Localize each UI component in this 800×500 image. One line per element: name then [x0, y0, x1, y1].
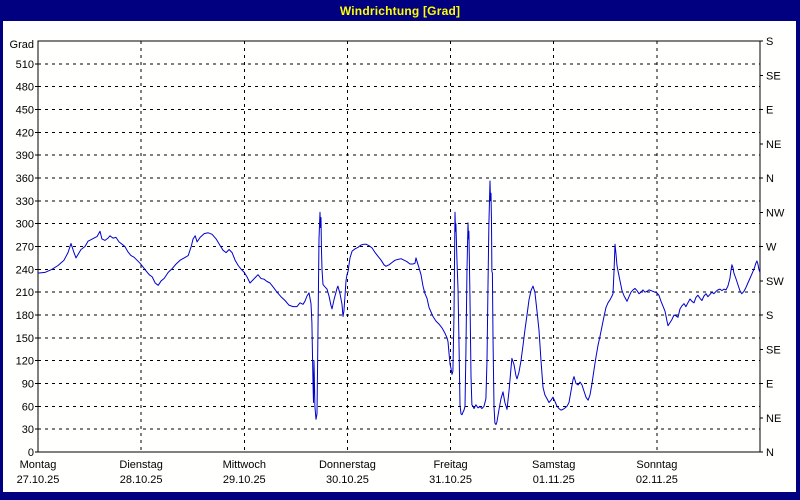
x-day-label: Freitag [433, 459, 467, 471]
y-left-tick-label: 150 [16, 333, 34, 345]
y-left-tick-label: 210 [16, 287, 34, 299]
x-date-label: 02.11.25 [636, 474, 678, 486]
y-left-tick-label: 240 [16, 264, 34, 276]
y-right-tick-label: NW [766, 207, 785, 219]
chart-frame [37, 40, 761, 453]
y-left-tick-label: 180 [16, 310, 34, 322]
x-day-label: Samstag [532, 459, 575, 471]
x-date-label: 27.10.25 [17, 474, 60, 486]
y-axis-title: Grad [10, 39, 34, 51]
wind-direction-chart: 0 30 60 90 120 150 180 210 240 270 300 330 360 390 420… [10, 36, 785, 486]
wind-direction-series-line [37, 180, 761, 426]
y-left-tick-label: 270 [16, 242, 34, 254]
y-right-tick-label: NE [766, 413, 781, 425]
y-left-tick-label: 120 [16, 356, 34, 368]
y-right-tick-label: S [766, 310, 773, 322]
y-left-tick-label: 360 [16, 173, 34, 185]
x-day-label: Donnerstag [319, 459, 376, 471]
x-date-label: 31.10.25 [429, 474, 472, 486]
x-day-label: Mittwoch [223, 459, 266, 471]
y-left-tick-label: 300 [16, 219, 34, 231]
y-left-tick-label: 60 [22, 401, 34, 413]
y-right-tick-label: W [766, 242, 777, 254]
y-left-tick-label: 510 [16, 59, 34, 71]
x-date-label: 30.10.25 [326, 474, 369, 486]
y-right-tick-label: NE [766, 139, 781, 151]
y-right-tick-label: E [766, 105, 773, 117]
y-right-tick-label: SE [766, 70, 781, 82]
y-left-tick-label: 90 [22, 379, 34, 391]
x-day-label: Sonntag [636, 459, 677, 471]
y-left-tick-label: 420 [16, 127, 34, 139]
x-date-label: 28.10.25 [120, 474, 163, 486]
y-right-tick-label: S [766, 36, 773, 48]
x-day-label: Montag [20, 459, 57, 471]
window-titlebar: Windrichtung [Grad] [0, 0, 800, 21]
y-left-tick-label: 330 [16, 196, 34, 208]
x-day-label: Dienstag [119, 459, 162, 471]
y-right-tick-label: SE [766, 344, 781, 356]
window-title: Windrichtung [Grad] [339, 3, 461, 18]
chart-canvas: 0 30 60 90 120 150 180 210 240 270 300 330 360 390 420… [3, 21, 796, 492]
x-date-label: 01.11.25 [533, 474, 575, 486]
y-right-tick-label: SW [766, 276, 784, 288]
y-right-tick-label: E [766, 379, 773, 391]
y-right-tick-label: N [766, 447, 774, 459]
y-left-tick-label: 450 [16, 105, 34, 117]
y-left-tick-label: 30 [22, 424, 34, 436]
x-date-label: 29.10.25 [223, 474, 266, 486]
y-left-tick-label: 0 [28, 447, 34, 459]
y-left-tick-label: 480 [16, 82, 34, 94]
y-left-tick-label: 390 [16, 150, 34, 162]
y-right-tick-label: N [766, 173, 774, 185]
